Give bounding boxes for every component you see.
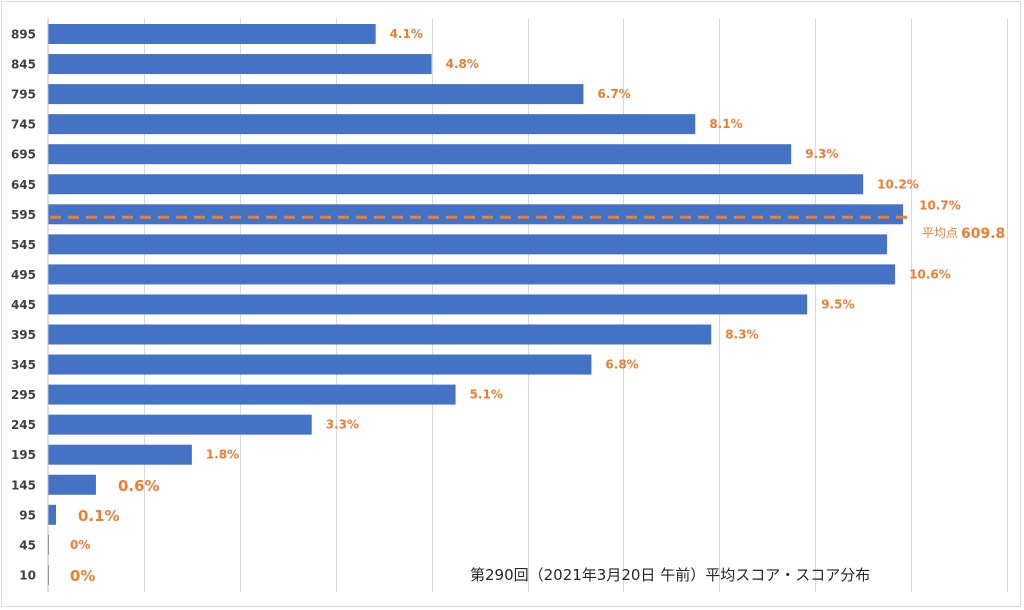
tick-label-595: 595 [11,208,36,222]
bar-395 [48,324,712,345]
data-label-495: 10.6% [909,267,951,281]
data-label-895: 4.1% [390,27,423,41]
tick-label-495: 495 [11,268,36,282]
data-label-395: 8.3% [725,328,758,342]
average-value: 609.8 [961,226,1005,242]
tick-label-45: 45 [19,538,36,552]
tick-label-695: 695 [11,148,36,162]
tick-label-745: 745 [11,118,36,132]
category-tick-labels: 895 845 795 745 695 645 595 545 495 445 395 345 295 2… [11,28,36,583]
data-label-145: 0.6% [118,477,160,495]
data-label-445: 9.5% [821,297,854,311]
bar-745 [48,114,696,135]
tick-label-395: 395 [11,328,36,342]
bars [48,24,904,585]
data-label-695: 9.3% [805,147,838,161]
data-label-795: 6.7% [597,87,630,101]
tick-label-895: 895 [11,28,36,42]
data-label-45: 0% [70,538,90,552]
bar-95 [48,504,56,525]
bar-445 [48,294,808,315]
bar-145 [48,474,96,495]
bar-895 [48,24,376,44]
data-labels: 4.1% 4.8% 6.7% 8.1% 9.3% 10.2%10.7% 10.6% 9.5% 8… [70,27,961,585]
data-label-245: 3.3% [326,418,359,432]
tick-label-545: 545 [11,238,36,252]
bar-645 [48,174,864,195]
data-label-595: 10.7% [919,198,961,212]
tick-label-245: 245 [11,418,36,432]
data-label-345: 6.8% [605,358,638,372]
tick-label-10: 10 [19,568,36,582]
data-label-10: 0% [70,567,95,585]
data-label-745: 8.1% [709,117,742,131]
data-label-195: 1.8% [206,448,239,462]
tick-label-345: 345 [11,358,36,372]
average-label: 平均点 [922,226,958,240]
bar-345 [48,354,592,375]
bar-695 [48,144,792,165]
tick-label-95: 95 [19,508,36,522]
bar-495 [48,264,896,285]
bar-795 [48,84,584,105]
bar-195 [48,444,192,465]
tick-label-845: 845 [11,58,36,72]
data-label-845: 4.8% [446,57,479,71]
bar-845 [48,54,432,75]
tick-label-295: 295 [11,388,36,402]
bar-295 [48,384,456,405]
tick-label-645: 645 [11,178,36,192]
data-label-645: 10.2% [877,177,919,191]
bar-595 [48,204,904,225]
data-label-295: 5.1% [470,388,503,402]
tick-label-795: 795 [11,88,36,102]
chart-title: 第290回（2021年3月20日 午前）平均スコア・スコア分布 [470,566,870,584]
tick-label-445: 445 [11,298,36,312]
tick-label-145: 145 [11,478,36,492]
bar-545 [48,234,888,255]
data-label-95: 0.1% [78,507,120,525]
bar-245 [48,414,312,435]
gridlines [144,18,1008,592]
tick-label-195: 195 [11,448,36,462]
